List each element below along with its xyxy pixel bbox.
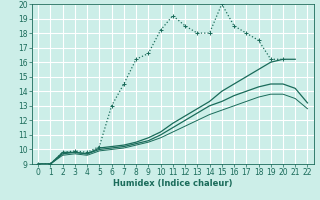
X-axis label: Humidex (Indice chaleur): Humidex (Indice chaleur) <box>113 179 233 188</box>
